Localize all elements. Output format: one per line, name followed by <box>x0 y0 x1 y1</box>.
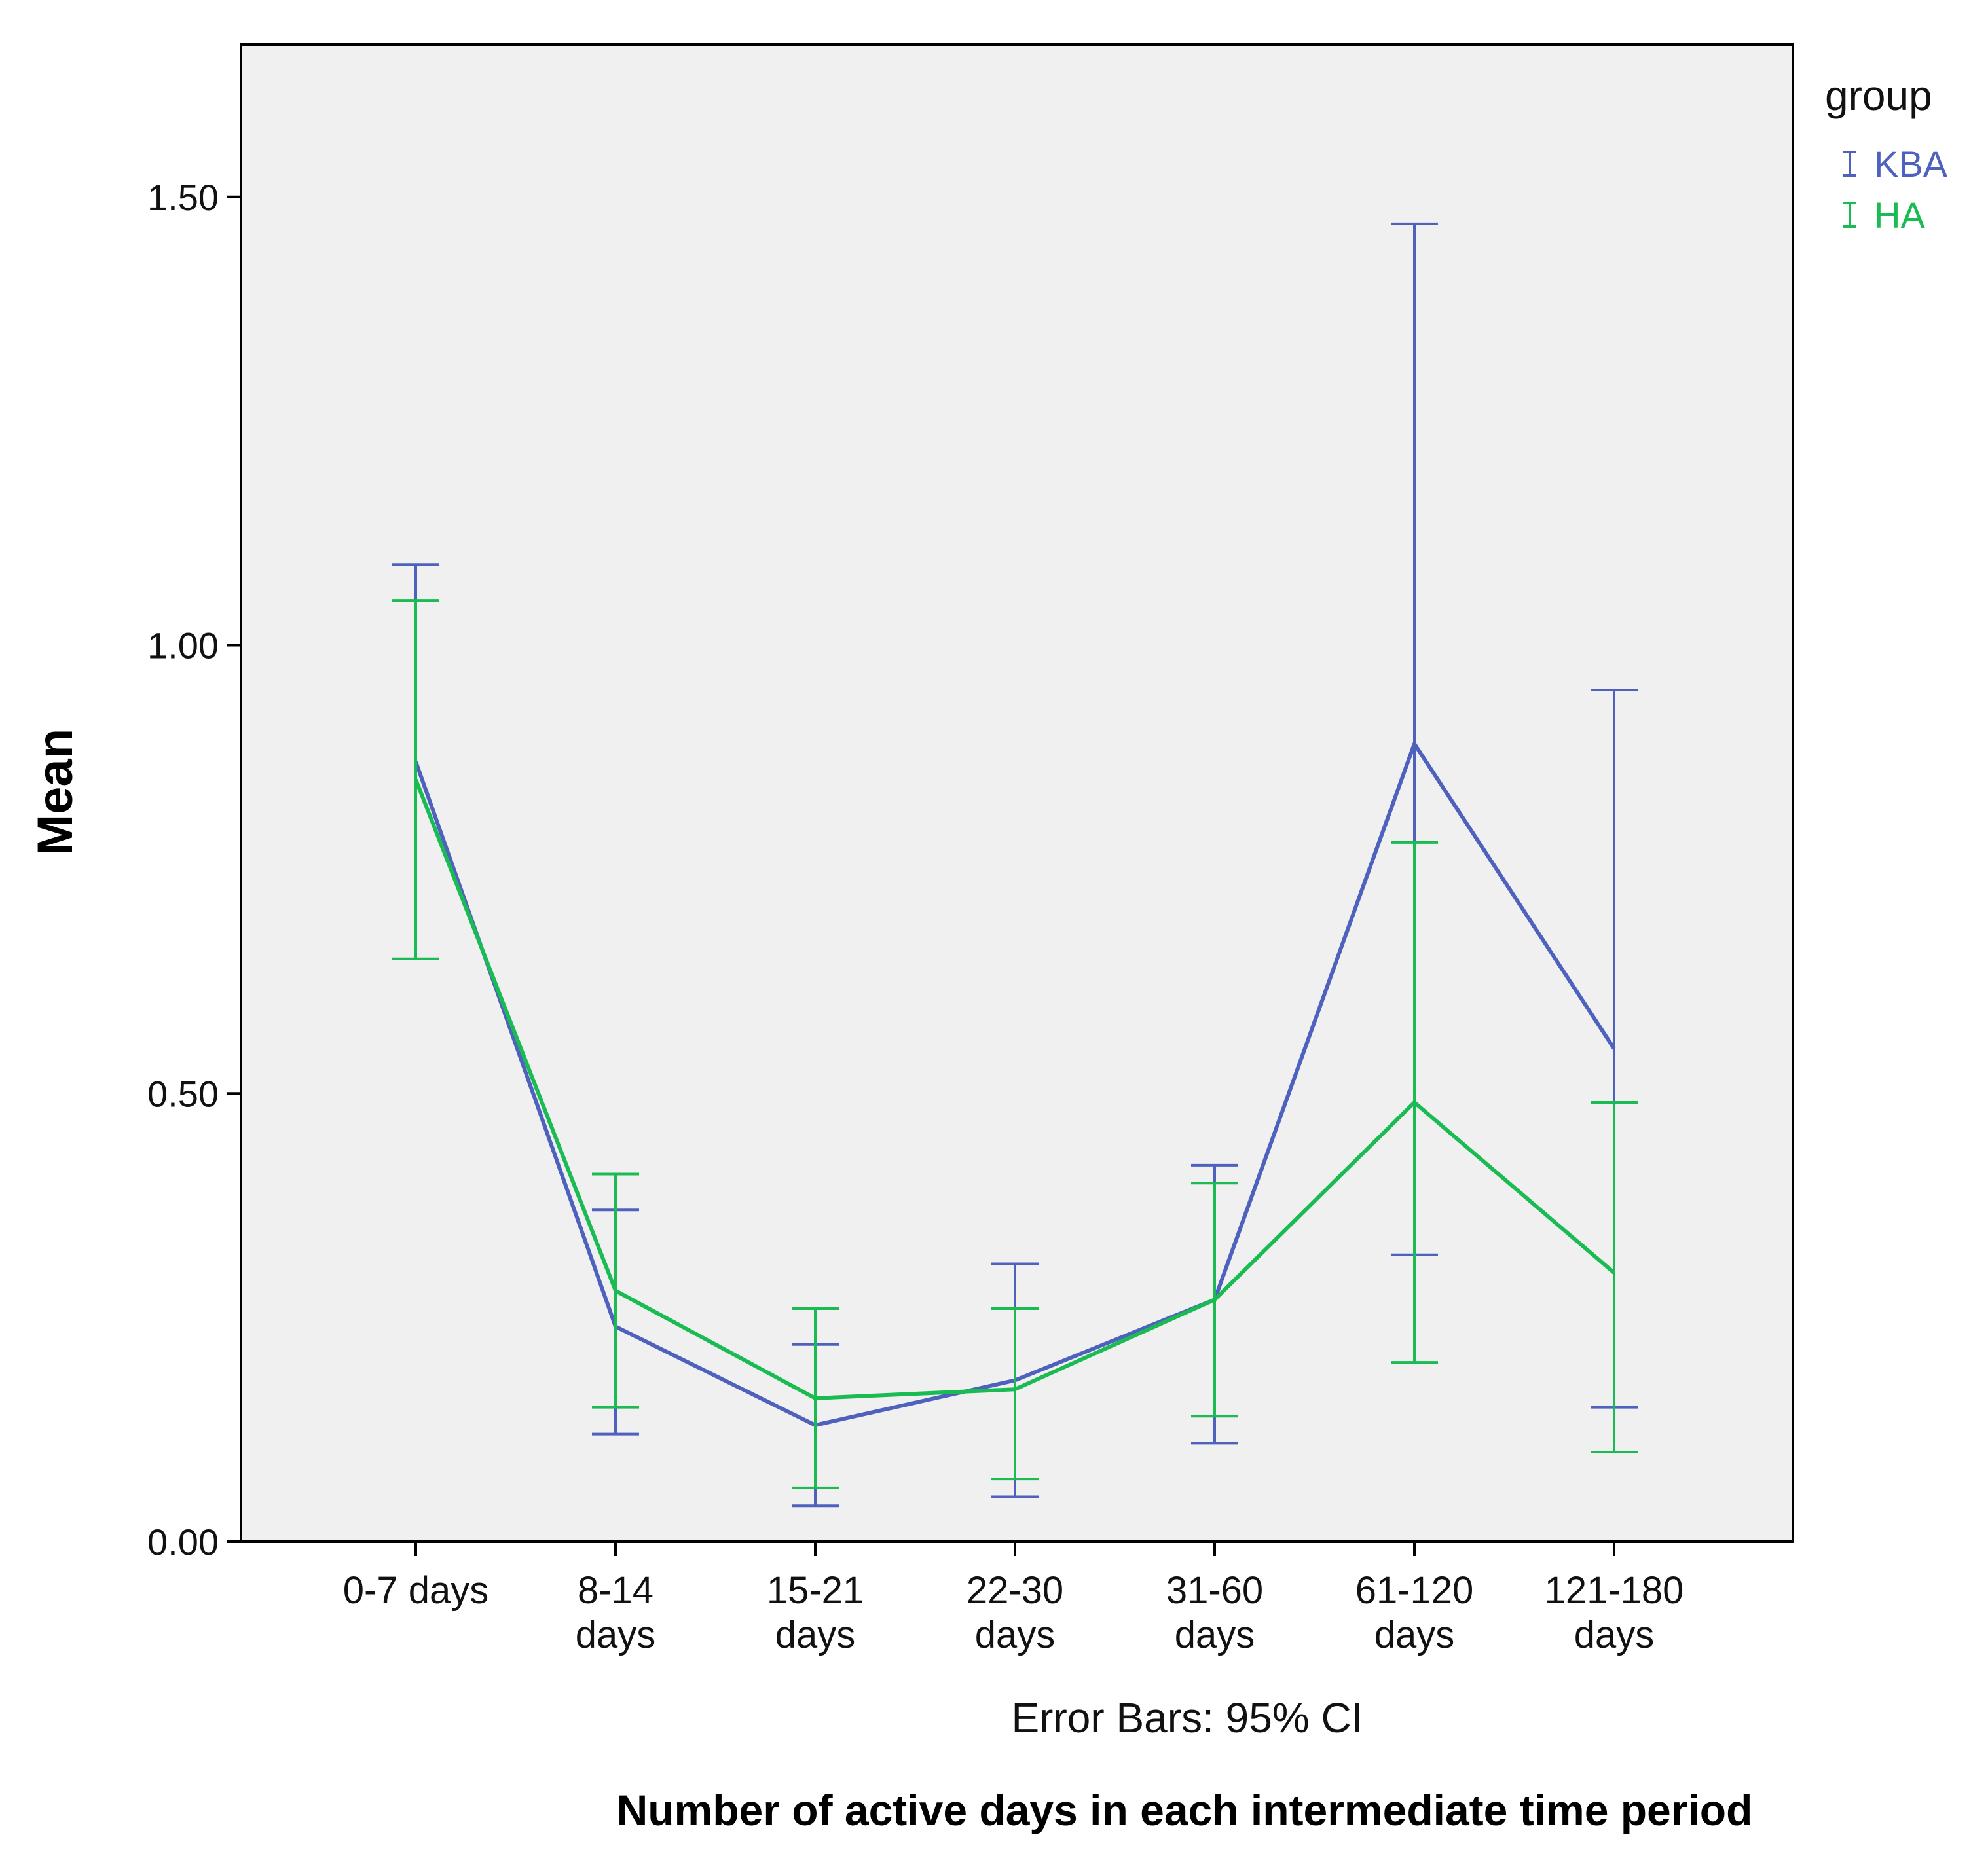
error-bar <box>1591 1100 1638 1454</box>
x-tick-label: 31-60 <box>1166 1569 1263 1612</box>
legend-item-ha: HA <box>1843 194 1925 236</box>
y-axis-ticks: 0.00 0.50 1.00 1.50 <box>147 177 241 1563</box>
x-tick-label: days <box>1574 1614 1655 1656</box>
y-axis-title: Mean <box>28 729 83 856</box>
x-tick-label: days <box>1374 1614 1455 1656</box>
x-tick-label: 15-21 <box>767 1569 864 1612</box>
y-tick-label: 1.00 <box>147 625 219 666</box>
x-tick-label: 8-14 <box>578 1569 653 1612</box>
series-ha <box>392 599 1638 1489</box>
error-bar <box>991 1307 1039 1481</box>
legend-label: HA <box>1874 194 1925 236</box>
x-tick-label: 121-180 <box>1545 1569 1684 1612</box>
error-bar-note: Error Bars: 95% CI <box>1011 1694 1363 1741</box>
legend: group KBA HA <box>1825 72 1948 236</box>
y-tick-label: 0.00 <box>147 1521 219 1563</box>
x-tick-label: days <box>1175 1614 1255 1656</box>
x-axis-title: Number of active days in each intermedia… <box>617 1786 1753 1834</box>
x-tick-label: 0-7 days <box>343 1569 488 1612</box>
legend-item-kba: KBA <box>1843 143 1948 185</box>
x-tick-label: days <box>975 1614 1056 1656</box>
x-tick-label: 22-30 <box>966 1569 1063 1612</box>
legend-title: group <box>1825 72 1932 119</box>
y-tick-label: 1.50 <box>147 177 219 218</box>
plot-background <box>240 43 1794 1543</box>
legend-label: KBA <box>1874 143 1948 185</box>
x-tick-label: days <box>775 1614 856 1656</box>
x-tick-label: days <box>576 1614 656 1656</box>
series-layer <box>392 222 1638 1508</box>
series-line <box>414 778 1615 1400</box>
x-axis-ticks: 0-7 days 8-14days15-21days22-30days31-60d… <box>343 1542 1684 1656</box>
x-tick-label: 61-120 <box>1355 1569 1474 1612</box>
y-tick-label: 0.50 <box>147 1073 219 1114</box>
